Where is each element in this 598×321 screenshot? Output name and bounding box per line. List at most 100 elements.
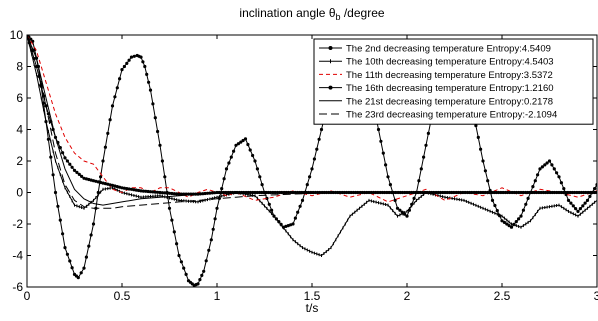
data-point [495, 209, 499, 213]
data-point [79, 271, 83, 275]
data-point [517, 217, 521, 221]
data-point [63, 246, 67, 250]
chart-title: inclination angle θb /degree [239, 6, 384, 22]
y-tick-label: -2 [12, 217, 23, 231]
data-point [113, 95, 117, 99]
data-point [167, 191, 172, 195]
y-tick-label: -4 [12, 249, 23, 263]
data-point [68, 259, 72, 263]
data-point [151, 190, 155, 194]
data-point [583, 201, 587, 205]
y-tick-label: 0 [16, 186, 23, 200]
data-point [29, 37, 33, 41]
y-axis: -6 -4 -2 0 2 4 6 8 10 [10, 28, 597, 294]
data-point [175, 242, 179, 246]
data-point [141, 189, 145, 193]
data-point [151, 102, 155, 106]
data-point [566, 198, 571, 202]
data-point [99, 175, 103, 179]
data-point [536, 173, 540, 177]
data-point [265, 196, 269, 200]
data-point [204, 259, 208, 263]
data-point [108, 118, 112, 122]
x-tick-label: 0 [24, 289, 31, 303]
data-point [153, 116, 157, 120]
legend: The 2nd decreasing temperature Entropy:4… [313, 38, 594, 125]
data-point [118, 185, 122, 189]
data-point [505, 222, 509, 226]
data-point [158, 143, 162, 147]
series-6 [27, 35, 597, 209]
data-point [70, 266, 74, 270]
data-point [120, 186, 124, 190]
legend-entry: The 16th decreasing temperature Entropy:… [319, 83, 554, 94]
data-point [426, 131, 430, 135]
data-point [533, 179, 537, 183]
data-point [177, 192, 181, 196]
data-point [146, 189, 150, 194]
data-point [215, 206, 219, 210]
data-point [132, 54, 136, 58]
data-point [555, 171, 559, 175]
data-point [217, 196, 221, 200]
data-point [571, 204, 575, 208]
data-point [308, 175, 312, 179]
data-point [156, 190, 160, 194]
data-point [474, 124, 478, 128]
chart-title-main: inclination angle θ [239, 6, 335, 20]
data-point [153, 190, 157, 194]
y-tick-label: 10 [10, 28, 24, 42]
data-point [51, 173, 55, 177]
data-point [61, 232, 65, 236]
legend-box [313, 38, 594, 125]
legend-label: The 10th decreasing temperature Entropy:… [346, 57, 554, 68]
data-point [258, 175, 262, 179]
data-point [129, 187, 134, 191]
data-point [132, 188, 136, 192]
x-tick-label: 2.5 [494, 289, 511, 303]
data-point [49, 155, 53, 159]
data-point [585, 198, 590, 202]
data-point [70, 165, 74, 169]
data-point [145, 72, 149, 76]
data-point [386, 175, 390, 179]
data-point [172, 192, 176, 196]
data-point [514, 220, 518, 224]
data-point [113, 184, 117, 188]
data-point [34, 64, 39, 69]
data-point [486, 179, 490, 183]
data-point [298, 204, 302, 208]
data-point [576, 209, 580, 213]
data-point [417, 179, 421, 183]
data-point [315, 147, 319, 151]
data-point [122, 64, 126, 69]
data-point [543, 163, 547, 167]
data-point [502, 220, 506, 224]
legend-entry: The 21st decreasing temperature Entropy:… [319, 96, 553, 107]
data-point [125, 61, 129, 65]
data-point [379, 139, 383, 143]
data-point [479, 147, 483, 151]
data-point [101, 159, 105, 163]
data-point [376, 127, 381, 132]
data-point [143, 64, 147, 69]
data-point [198, 278, 202, 282]
chart-title-suffix: /degree [341, 6, 385, 20]
data-point [490, 198, 495, 202]
data-point [31, 39, 35, 43]
data-point [110, 183, 115, 187]
data-point [384, 163, 388, 167]
data-point [118, 77, 122, 81]
data-point [202, 269, 206, 273]
chart-title-subscript: b [336, 12, 341, 22]
data-point [574, 207, 578, 211]
data-point [61, 151, 65, 155]
y-tick-label: 2 [16, 154, 23, 168]
data-point [106, 131, 110, 135]
data-point [236, 142, 240, 146]
legend-entry: The 11th decreasing temperature Entropy:… [319, 70, 553, 81]
legend-entry: The 2nd decreasing temperature Entropy:4… [319, 44, 551, 55]
data-point [424, 143, 428, 147]
data-point [253, 159, 257, 163]
data-point [251, 153, 255, 158]
